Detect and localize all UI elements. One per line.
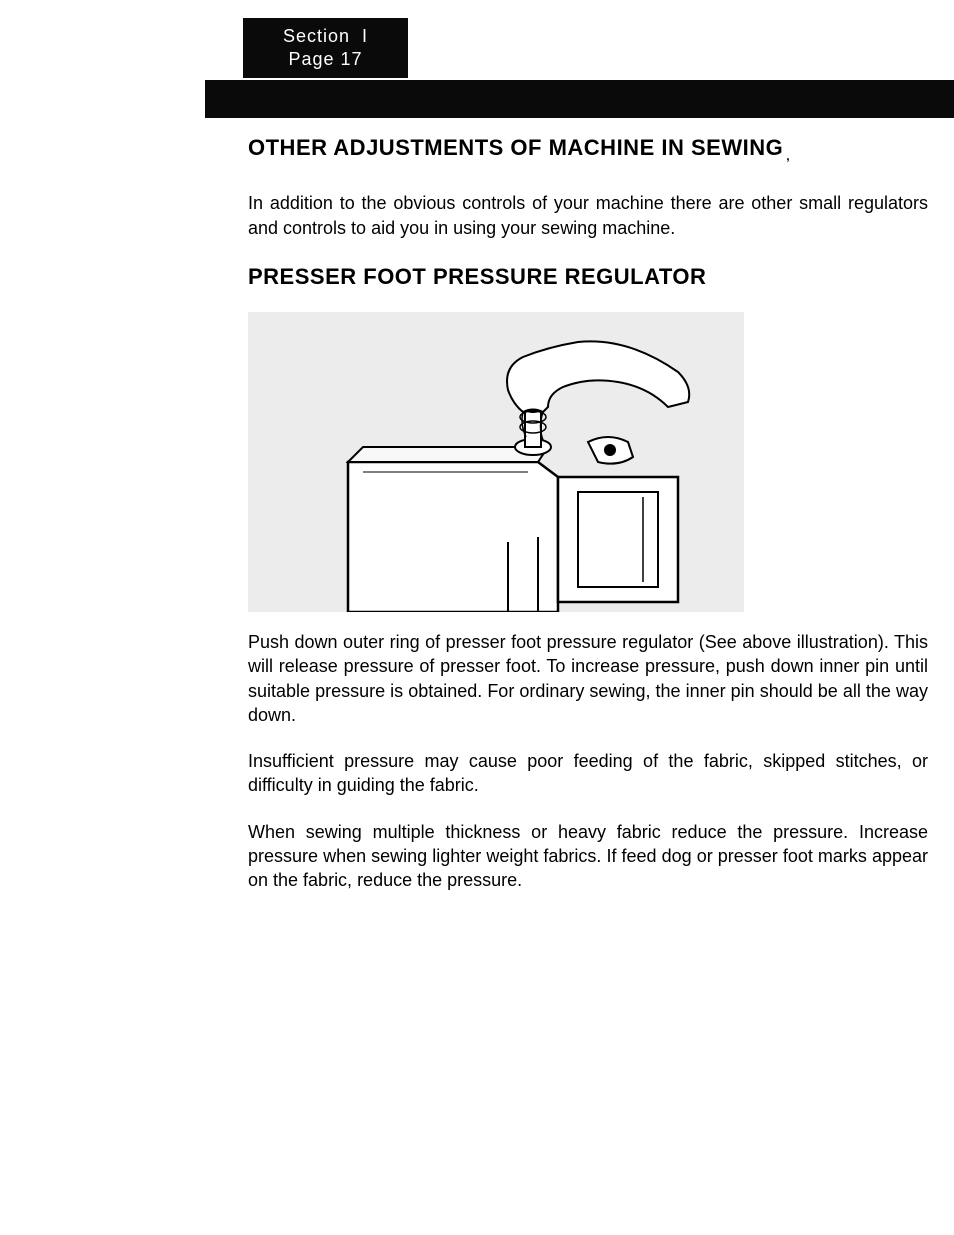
heading-trailing-mark: ,	[786, 149, 790, 163]
section-number: I	[362, 26, 368, 46]
paragraph-2: Insufficient pressure may cause poor fee…	[248, 749, 928, 798]
sewing-machine-diagram-icon	[248, 312, 744, 612]
page-label: Page	[288, 49, 334, 69]
page-content: OTHER ADJUSTMENTS OF MACHINE IN SEWING, …	[248, 135, 928, 915]
sub-heading: PRESSER FOOT PRESSURE REGULATOR	[248, 264, 928, 290]
main-heading-text: OTHER ADJUSTMENTS OF MACHINE IN SEWING	[248, 135, 783, 160]
paragraph-1: Push down outer ring of presser foot pre…	[248, 630, 928, 727]
presser-foot-illustration	[248, 312, 744, 612]
paragraph-3: When sewing multiple thickness or heavy …	[248, 820, 928, 893]
intro-paragraph: In addition to the obvious controls of y…	[248, 191, 928, 240]
section-page-tab: Section I Page 17	[243, 18, 408, 78]
section-label: Section	[283, 26, 350, 46]
main-heading: OTHER ADJUSTMENTS OF MACHINE IN SEWING,	[248, 135, 928, 163]
page-number: 17	[341, 49, 363, 69]
header-divider-bar	[205, 80, 954, 118]
